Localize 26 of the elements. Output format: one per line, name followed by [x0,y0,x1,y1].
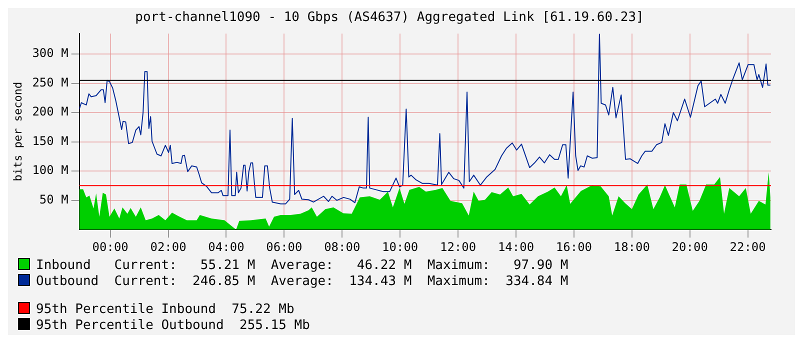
x-tick-label: 14:00 [498,240,534,254]
x-tick-label: 10:00 [382,240,418,254]
x-tick-label: 20:00 [672,240,708,254]
text: Current: 55.21 M Average: 46.22 M Maximum: 97.90 M [114,258,568,273]
text: Current: 246.85 M Average: 134.43 M Maximum: 334.84 M [114,274,568,289]
x-tick-label: 22:00 [730,240,766,254]
x-tick-label: 04:00 [208,240,244,254]
x-tick-label: 12:00 [440,240,476,254]
x-tick-label: 02:00 [150,240,186,254]
y-tick-label: 50 M [39,192,68,206]
x-tick-label: 08:00 [324,240,360,254]
x-tick-label: 16:00 [556,240,592,254]
chart-title: port-channel1090 - 10 Gbps (AS4637) Aggregated Link [61.19.60.23] [135,10,644,26]
x-tick-label: 18:00 [614,240,650,254]
x-tick-label: 00:00 [92,240,128,254]
legend-label: 95th Percentile Outbound 255.15 Mb [36,318,310,333]
y-tick-label: 300 M [32,46,68,60]
y-axis-title: bits per second [11,82,24,182]
legend-label: Inbound [36,258,92,273]
y-tick-label: 250 M [32,75,68,90]
y-tick-label: 150 M [32,134,68,148]
y-tick-label: 200 M [32,104,68,119]
legend-label: Outbound [36,274,100,289]
legend-label: 95th Percentile Inbound 75.22 Mb [36,302,294,317]
x-tick-label: 06:00 [266,240,302,254]
y-tick-label: 100 M [32,163,68,178]
